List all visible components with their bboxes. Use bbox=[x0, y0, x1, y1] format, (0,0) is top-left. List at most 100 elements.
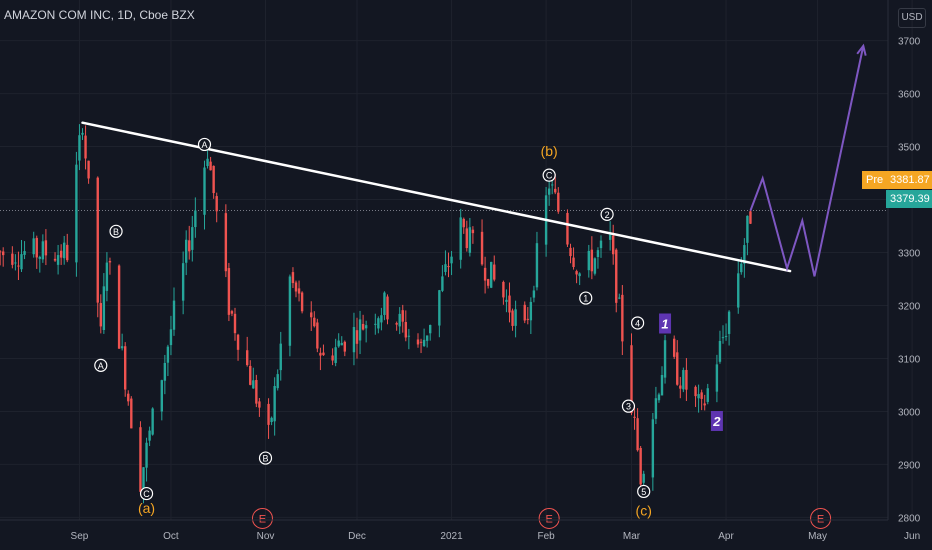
candle-body bbox=[557, 192, 560, 212]
candle-body bbox=[398, 313, 401, 327]
wave-label-circle bbox=[139, 486, 154, 501]
candle-body bbox=[569, 247, 572, 257]
x-tick-label: Apr bbox=[718, 531, 734, 542]
projection-path[interactable] bbox=[749, 45, 865, 277]
candle-body bbox=[270, 417, 273, 422]
candle-body bbox=[575, 271, 578, 275]
candle-body bbox=[425, 335, 429, 341]
candle-body bbox=[599, 240, 603, 249]
wave-label-circle bbox=[258, 451, 273, 465]
y-tick-label: 2800 bbox=[898, 513, 921, 524]
candle-body bbox=[727, 311, 731, 334]
candle-body bbox=[20, 254, 23, 270]
candle-body bbox=[124, 346, 127, 390]
event-marker-circle[interactable] bbox=[251, 507, 273, 529]
event-marker-label: E bbox=[545, 513, 552, 525]
candle-body bbox=[316, 322, 319, 349]
candle-body bbox=[66, 244, 69, 261]
event-marker-circle[interactable] bbox=[810, 507, 832, 529]
candle-body bbox=[145, 442, 148, 468]
candle-body bbox=[590, 249, 594, 272]
event-marker-circle[interactable] bbox=[538, 507, 560, 529]
wave-degree-label: (a) bbox=[138, 500, 155, 516]
candle-body bbox=[419, 341, 423, 343]
candle-body bbox=[718, 340, 722, 362]
candle-body bbox=[35, 237, 38, 258]
candle-body bbox=[654, 398, 658, 419]
candle-body bbox=[505, 299, 508, 302]
candle-body bbox=[233, 313, 237, 334]
candle-body bbox=[14, 262, 17, 264]
candle-body bbox=[300, 292, 304, 312]
candle-body bbox=[87, 160, 90, 179]
candle-body bbox=[172, 300, 176, 330]
candle-body bbox=[468, 227, 472, 253]
wave-label-circle bbox=[94, 358, 108, 372]
candle-body bbox=[737, 273, 740, 308]
candle-body bbox=[429, 324, 432, 334]
candle-body bbox=[194, 210, 197, 228]
candle-body bbox=[11, 253, 14, 265]
candle-body bbox=[618, 297, 621, 299]
candle-body bbox=[703, 403, 706, 406]
x-tick-label: Mar bbox=[623, 531, 641, 542]
candle-body bbox=[203, 167, 206, 215]
candle-body bbox=[746, 215, 749, 243]
x-tick-label: Jun bbox=[904, 531, 920, 542]
candle-body bbox=[340, 342, 343, 346]
candle-body bbox=[685, 369, 688, 390]
candle-body bbox=[441, 276, 444, 291]
wave-degree-label: (b) bbox=[541, 143, 558, 159]
candle-body bbox=[377, 318, 380, 329]
candle-body bbox=[358, 319, 362, 341]
wave-label: 5 bbox=[641, 487, 646, 497]
candle-body bbox=[471, 229, 475, 234]
y-tick-label: 3700 bbox=[898, 37, 921, 48]
candle-body bbox=[514, 309, 517, 326]
candle-body bbox=[322, 352, 325, 356]
candle-body bbox=[334, 347, 337, 363]
candle-body bbox=[181, 263, 185, 301]
candle-body bbox=[288, 276, 292, 346]
y-tick-label: 3500 bbox=[898, 143, 921, 154]
y-tick-label: 3000 bbox=[898, 407, 921, 418]
candle-body bbox=[700, 392, 703, 399]
candle-body bbox=[224, 213, 228, 272]
candle-body bbox=[572, 257, 575, 267]
pre-market-price: 3381.87 bbox=[886, 171, 932, 189]
wave-box bbox=[659, 313, 672, 334]
candle-body bbox=[84, 135, 87, 159]
candle-body bbox=[566, 212, 569, 245]
candle-body bbox=[438, 290, 441, 326]
candle-body bbox=[724, 335, 728, 337]
candle-body bbox=[612, 235, 615, 255]
candle-body bbox=[127, 393, 130, 402]
candle-body bbox=[459, 217, 462, 260]
candle-body bbox=[493, 264, 496, 280]
currency-button[interactable]: USD bbox=[898, 8, 926, 28]
wave-label-circle bbox=[630, 316, 645, 330]
wave-label: C bbox=[546, 171, 553, 181]
candle-body bbox=[355, 330, 359, 344]
candle-body bbox=[108, 261, 112, 263]
wave-label-circle bbox=[109, 224, 123, 238]
wave-label-circle bbox=[637, 484, 651, 499]
candle-body bbox=[53, 258, 57, 261]
candle-body bbox=[630, 345, 633, 414]
wave-label-circle bbox=[600, 207, 614, 221]
candle-body bbox=[142, 467, 145, 493]
wave-label: 4 bbox=[635, 318, 640, 328]
candle-body bbox=[596, 250, 600, 257]
candle-body bbox=[56, 255, 60, 265]
candle-body bbox=[422, 339, 426, 347]
candle-body bbox=[310, 312, 313, 318]
candle-body bbox=[99, 303, 102, 327]
wave-label-circle bbox=[621, 399, 636, 413]
candle-body bbox=[593, 258, 597, 274]
candle-body bbox=[502, 281, 505, 298]
candle-body bbox=[191, 227, 194, 250]
candle-body bbox=[297, 288, 301, 294]
candle-body bbox=[227, 268, 231, 315]
candle-body bbox=[236, 334, 240, 350]
